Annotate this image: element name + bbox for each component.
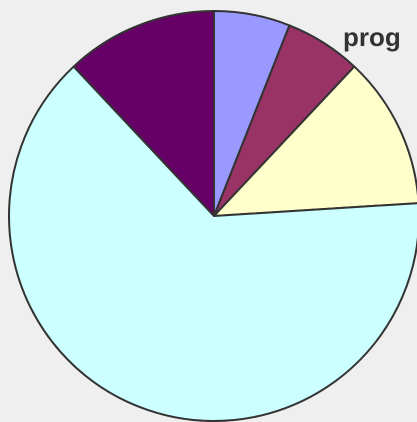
pie-slice — [8, 65, 417, 422]
chart-title: prog — [343, 22, 401, 52]
pie-slice — [213, 65, 417, 217]
pie-slice — [72, 10, 215, 217]
